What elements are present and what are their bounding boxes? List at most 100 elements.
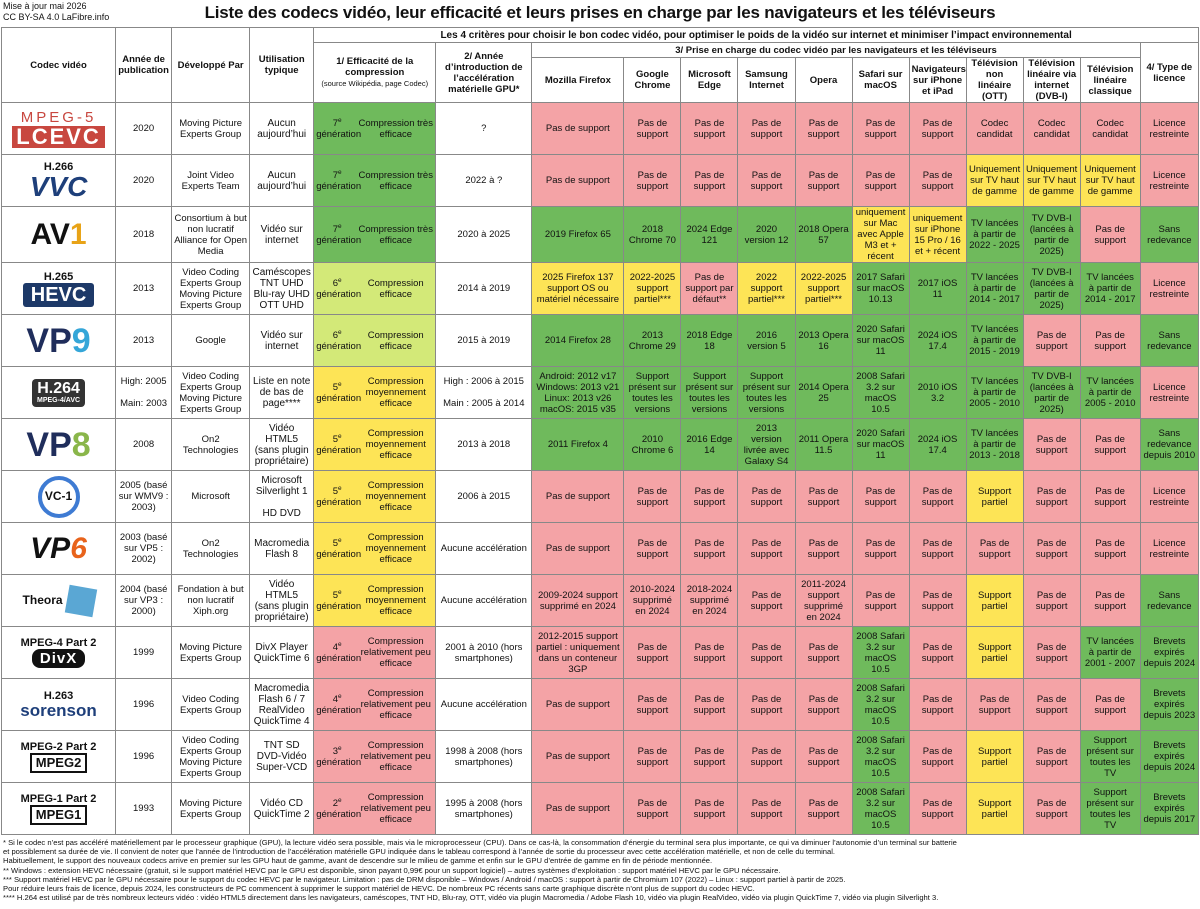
mpeg2-logo: MPEG2 bbox=[29, 752, 88, 773]
support-cell: Pas de support bbox=[1022, 782, 1081, 835]
efficiency-cell: 5e génération Compression moyennement effi… bbox=[313, 418, 437, 471]
usage-cell: Aucun aujourd’hui bbox=[249, 154, 315, 207]
divx-logo: DivX bbox=[31, 649, 86, 668]
gpu-cell: 2015 à 2019 bbox=[435, 314, 533, 367]
support-cell: Pas de support bbox=[1022, 574, 1081, 627]
codec-logo-cell: H.264 MPEG-4/AVC bbox=[0, 366, 117, 419]
support-cell: Pas de support bbox=[1079, 314, 1141, 367]
license-cell: Brevets expirés depuis 2017 bbox=[1139, 782, 1200, 835]
support-cell: Pas de support bbox=[531, 102, 625, 155]
support-cell: Pas de support bbox=[680, 626, 739, 679]
support-cell: Pas de support bbox=[794, 730, 853, 783]
footnote-line: * Si le codec n’est pas accéléré matérie… bbox=[3, 838, 957, 847]
license-credit: CC BY-SA 4.0 LaFibre.info bbox=[3, 12, 110, 22]
header-col-9: Télévision linéaire classique bbox=[1079, 57, 1141, 103]
support-cell: 2016 version 5 bbox=[737, 314, 796, 367]
table-row: MPEG-4 Part 2 DivX 1999 Moving Picture Expe… bbox=[0, 626, 1200, 679]
support-cell: TV lancées à partir de 2001 - 2007 bbox=[1079, 626, 1141, 679]
support-cell: Pas de support bbox=[908, 626, 967, 679]
support-cell: 2018-2024 supprimé en 2024 bbox=[680, 574, 739, 627]
support-cell: Pas de support bbox=[908, 678, 967, 731]
efficiency-cell: 7e génération Compression très efficace bbox=[313, 102, 437, 155]
support-cell: Pas de support bbox=[794, 154, 853, 207]
support-cell: Pas de support bbox=[908, 522, 967, 575]
support-cell: Pas de support bbox=[794, 626, 853, 679]
year-cell: 2013 bbox=[115, 262, 173, 315]
gpu-cell: 1998 à 2008 (hors smartphones) bbox=[435, 730, 533, 783]
support-cell: Pas de support bbox=[680, 782, 739, 835]
support-cell: Pas de support bbox=[680, 154, 739, 207]
support-cell: 2022-2025 support partiel*** bbox=[623, 262, 682, 315]
license-cell: Brevets expirés depuis 2024 bbox=[1139, 626, 1200, 679]
year-cell: 2005 (basé sur WMV9 : 2003) bbox=[115, 470, 173, 523]
support-cell: Pas de support bbox=[623, 626, 682, 679]
header-col-0: Mozilla Firefox bbox=[531, 57, 625, 103]
support-cell: 2022 support partiel*** bbox=[737, 262, 796, 315]
support-cell: Pas de support bbox=[531, 678, 625, 731]
usage-cell: Vidéo CD QuickTime 2 bbox=[249, 782, 315, 835]
support-cell: Codec candidat bbox=[965, 102, 1024, 155]
support-cell: TV DVB-I (lancées à partir de 2025) bbox=[1022, 366, 1081, 419]
codec-logo-cell: VP6 bbox=[0, 522, 117, 575]
support-cell: Pas de support bbox=[737, 730, 796, 783]
support-cell: Pas de support bbox=[737, 574, 796, 627]
usage-cell: Macromedia Flash 8 bbox=[249, 522, 315, 575]
support-cell: Pas de support bbox=[908, 154, 967, 207]
table-row: MPEG-5 LCEVC 2020 Moving Picture Experts Gr… bbox=[0, 102, 1200, 155]
support-cell: Pas de support bbox=[1022, 678, 1081, 731]
support-cell: Pas de support bbox=[1079, 522, 1141, 575]
gpu-cell: 2013 à 2018 bbox=[435, 418, 533, 471]
support-cell: 2013 Opera 16 bbox=[794, 314, 853, 367]
sorenson-logo: sorenson bbox=[20, 700, 97, 720]
usage-cell: Vidéo sur internet bbox=[249, 206, 315, 263]
codec-table: Codec vidéo Année de publication Dévelop… bbox=[0, 27, 1200, 835]
support-cell: Pas de support par défaut** bbox=[680, 262, 739, 315]
usage-cell: Liste en note de bas de page**** bbox=[249, 366, 315, 419]
support-cell: 2020 version 12 bbox=[737, 206, 796, 263]
support-cell: 2014 Opera 25 bbox=[794, 366, 853, 419]
support-cell: uniquement sur Mac avec Apple M3 et + ré… bbox=[851, 206, 910, 263]
support-cell: Pas de support bbox=[1022, 730, 1081, 783]
header-year: Année de publication bbox=[115, 27, 173, 103]
support-cell: 2013 Chrome 29 bbox=[623, 314, 682, 367]
support-cell: Pas de support bbox=[1079, 678, 1141, 731]
support-cell: TV lancées à partir de 2005 - 2010 bbox=[965, 366, 1024, 419]
header-col-3: Samsung Internet bbox=[737, 57, 796, 103]
license-cell: Brevets expirés depuis 2023 bbox=[1139, 678, 1200, 731]
gpu-cell: Aucune accélération bbox=[435, 574, 533, 627]
efficiency-cell: 4e génération Compression relativement peu… bbox=[313, 626, 437, 679]
support-cell: Pas de support bbox=[531, 470, 625, 523]
support-cell: Pas de support bbox=[1022, 470, 1081, 523]
license-cell: Sans redevance bbox=[1139, 206, 1200, 263]
support-cell: TV DVB-I (lancées à partir de 2025) bbox=[1022, 206, 1081, 263]
support-cell: 2008 Safari 3.2 sur macOS 10.5 bbox=[851, 626, 910, 679]
support-cell: Pas de support bbox=[1022, 626, 1081, 679]
vp9-logo: VP9 bbox=[26, 321, 91, 360]
dev-cell: Consortium à but non lucratif Alliance f… bbox=[171, 206, 251, 263]
footnote-line: Habituellement, le support des nouveaux … bbox=[3, 856, 713, 866]
support-cell: 2016 Edge 14 bbox=[680, 418, 739, 471]
gpu-cell: ? bbox=[435, 102, 533, 155]
support-cell: Pas de support bbox=[1022, 314, 1081, 367]
vc1-logo: VC-1 bbox=[37, 475, 80, 518]
gpu-cell: High : 2006 à 2015 Main : 2005 à 2014 bbox=[435, 366, 533, 419]
vvc-logo: VVC bbox=[29, 170, 88, 202]
support-cell: Uniquement sur TV haut de gamme bbox=[965, 154, 1024, 207]
support-cell: Pas de support bbox=[680, 102, 739, 155]
codec-logo-cell: MPEG-1 Part 2 MPEG1 bbox=[0, 782, 117, 835]
header-col-1: Google Chrome bbox=[623, 57, 682, 103]
support-cell: Pas de support bbox=[737, 678, 796, 731]
dev-cell: Moving Picture Experts Group bbox=[171, 626, 251, 679]
efficiency-cell: 5e génération Compression moyennement effi… bbox=[313, 574, 437, 627]
support-cell: TV lancées à partir de 2014 - 2017 bbox=[965, 262, 1024, 315]
dev-cell: On2 Technologies bbox=[171, 522, 251, 575]
support-cell: 2017 iOS 11 bbox=[908, 262, 967, 315]
codec-logo-cell: VP8 bbox=[0, 418, 117, 471]
mpeg1-logo: MPEG1 bbox=[29, 804, 88, 825]
support-cell: TV lancées à partir de 2013 - 2018 bbox=[965, 418, 1024, 471]
vp8-logo: VP8 bbox=[26, 425, 91, 464]
support-cell: 2013 version livrée avec Galaxy S4 bbox=[737, 418, 796, 471]
meta-info: Mise à jour mai 2026 CC BY-SA 4.0 LaFibr… bbox=[3, 1, 109, 23]
year-cell: 2003 (basé sur VP5 : 2002) bbox=[115, 522, 173, 575]
codec-logo-cell: H.263 sorenson bbox=[0, 678, 117, 731]
